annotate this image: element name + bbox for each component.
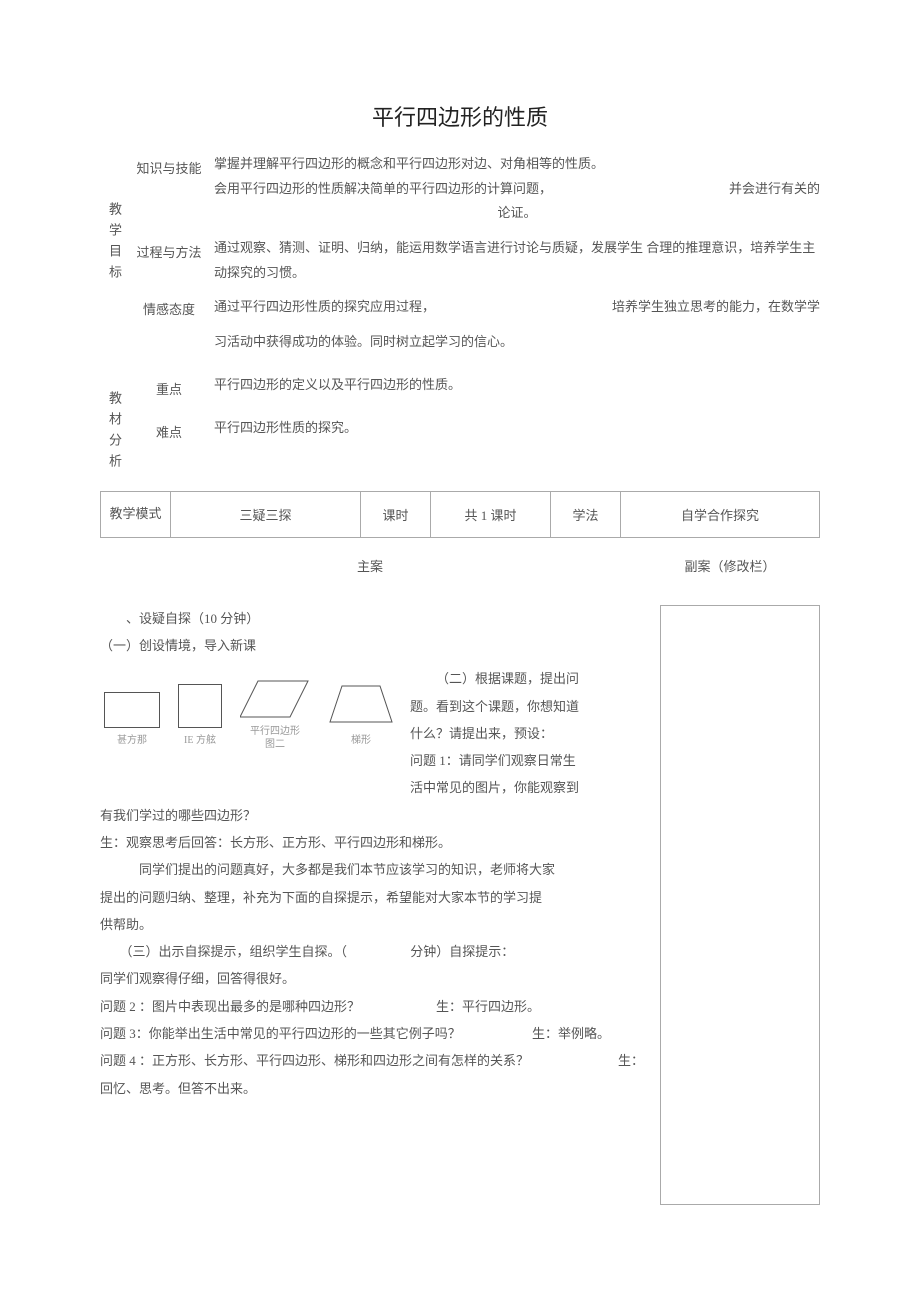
p7: 供帮助。: [100, 911, 650, 938]
p1: 、设疑自探（10 分钟）: [100, 605, 650, 632]
emotion-l1b: 培养学生独立思考的能力，在数学学: [612, 295, 820, 320]
side-case-label: 副案（修改栏）: [640, 556, 820, 575]
float2: 题。看到这个课题，你想知道: [410, 693, 650, 720]
q4-line: 问题 4 ：正方形、长方形、平行四边形、梯形和四边形之间有怎样的关系？ 生：: [100, 1047, 650, 1074]
analysis-section: 教材分析 重点 平行四边形的定义以及平行四边形的性质。 难点 平行四边形性质的探…: [100, 373, 820, 475]
float5: 活中常见的图片，你能观察到: [410, 774, 650, 801]
emotion-label: 情感态度: [124, 295, 214, 318]
q3-line: 问题 3：你能举出生活中常见的平行四边形的一些其它例子吗？ 生：举例略。: [100, 1020, 650, 1047]
period-value: 共 1 课时: [431, 491, 551, 537]
emotion-content: 通过平行四边形性质的探究应用过程， 培养学生独立思考的能力，在数学学 习活动中获…: [214, 295, 820, 354]
trapezoid-shape-icon: [328, 682, 394, 728]
knowledge-l2b: 并会进行有关的: [729, 177, 820, 202]
main-content: 、设疑自探（10 分钟） （一）创设情境，导入新课 甚方那 IE 方舷 平行: [100, 605, 650, 1205]
objectives-section: 教学目标 知识与技能 掌握并理解平行四边形的概念和平行四边形对边、对角相等的性质…: [100, 152, 820, 365]
process-label: 过程与方法: [124, 236, 214, 261]
p2: （一）创设情境，导入新课: [100, 632, 650, 659]
shapes-row: 甚方那 IE 方舷 平行四边形图二: [104, 677, 394, 751]
p6: 提出的问题归纳、整理，补充为下面的自探提示，希望能对大家本节的学习提: [100, 884, 650, 911]
period-label: 课时: [361, 491, 431, 537]
analysis-vert-label: 教材分析: [100, 373, 124, 475]
objectives-vert-label: 教学目标: [100, 152, 124, 365]
keypoint-content: 平行四边形的定义以及平行四边形的性质。: [214, 373, 820, 398]
main-case-label: 主案: [100, 556, 640, 575]
method-label: 学法: [551, 491, 621, 537]
case-header: 主案 副案（修改栏）: [100, 556, 820, 575]
knowledge-label: 知识与技能: [124, 152, 214, 177]
difficulty-content: 平行四边形性质的探究。: [214, 416, 820, 441]
p4: 生：观察思考后回答：长方形、正方形、平行四边形和梯形。: [100, 829, 650, 856]
keypoint-label: 重点: [124, 373, 214, 398]
page-title: 平行四边形的性质: [100, 100, 820, 132]
emotion-l2: 习活动中获得成功的体验。同时树立起学习的信心。: [214, 330, 820, 355]
mode-label: 教学模式: [101, 491, 171, 537]
knowledge-l1: 掌握并理解平行四边形的概念和平行四边形对边、对角相等的性质。: [214, 152, 820, 177]
knowledge-content: 掌握并理解平行四边形的概念和平行四边形对边、对角相等的性质。 会用平行四边形的性…: [214, 152, 820, 226]
p3: 有我们学过的哪些四边形？: [100, 802, 650, 829]
shape2-caption: IE 方舷: [184, 730, 216, 751]
p8: （三）出示自探提示，组织学生自探。（ 分钟）自探提示：: [100, 938, 650, 965]
knowledge-l3: 论证。: [214, 201, 820, 226]
difficulty-label: 难点: [124, 416, 214, 441]
rectangle-shape-icon: [104, 692, 160, 728]
shape4-caption: 梯形: [351, 730, 371, 751]
main-body: 、设疑自探（10 分钟） （一）创设情境，导入新课 甚方那 IE 方舷 平行: [100, 605, 820, 1205]
parallelogram-shape-icon: [240, 677, 310, 723]
shape3-caption: 平行四边形图二: [250, 725, 300, 751]
float1: （二）根据课题，提出问: [410, 665, 650, 692]
process-content: 通过观察、猜测、证明、归纳，能运用数学语言进行讨论与质疑，发展学生 合理的推理意…: [214, 236, 820, 285]
q2-line: 问题 2 ：图片中表现出最多的是哪种四边形？ 生：平行四边形。: [100, 993, 650, 1020]
knowledge-l2a: 会用平行四边形的性质解决简单的平行四边形的计算问题，: [214, 177, 552, 202]
p9: 同学们观察得仔细，回答得很好。: [100, 965, 650, 992]
float4: 问题 1：请同学们观察日常生: [410, 747, 650, 774]
float3: 什么？请提出来，预设：: [410, 720, 650, 747]
shape1-caption: 甚方那: [117, 730, 147, 751]
method-value: 自学合作探究: [621, 491, 820, 537]
mode-table: 教学模式 三疑三探 课时 共 1 课时 学法 自学合作探究: [100, 491, 820, 538]
p5: 同学们提出的问题真好，大多都是我们本节应该学习的知识，老师将大家: [100, 856, 650, 883]
square-shape-icon: [178, 684, 222, 728]
emotion-l1a: 通过平行四边形性质的探究应用过程，: [214, 295, 435, 320]
mode-value: 三疑三探: [171, 491, 361, 537]
side-column: [660, 605, 820, 1205]
float-text-block: （二）根据课题，提出问 题。看到这个课题，你想知道 什么？请提出来，预设： 问题…: [410, 665, 650, 801]
p10: 回忆、思考。但答不出来。: [100, 1075, 650, 1102]
